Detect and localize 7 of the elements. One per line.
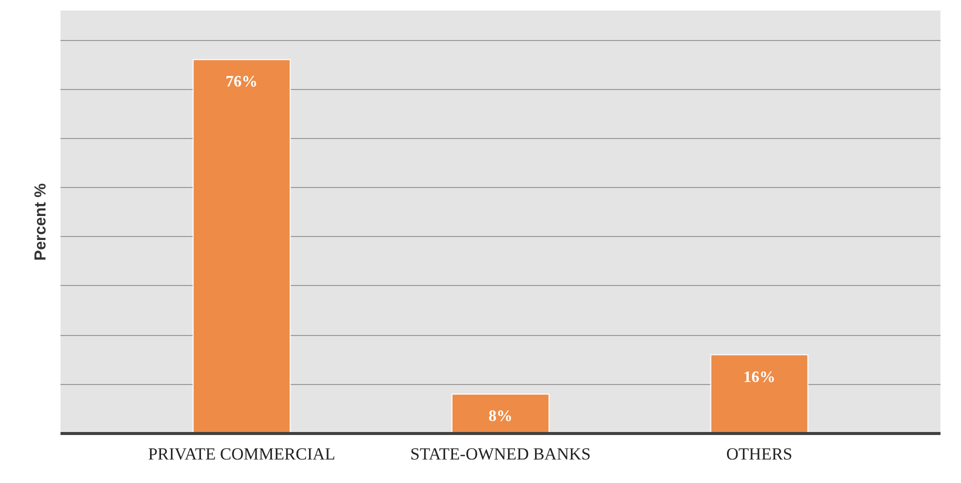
x-tick-label: OTHERS: [726, 444, 792, 464]
x-tick-label: PRIVATE COMMERCIAL: [148, 444, 336, 464]
data-label: 76%: [226, 74, 258, 91]
y-axis-title: Percent %: [32, 183, 50, 261]
data-label: 8%: [488, 408, 512, 426]
x-tick-label: STATE-OWNED BANKS: [410, 444, 591, 464]
data-label: 16%: [743, 368, 776, 386]
